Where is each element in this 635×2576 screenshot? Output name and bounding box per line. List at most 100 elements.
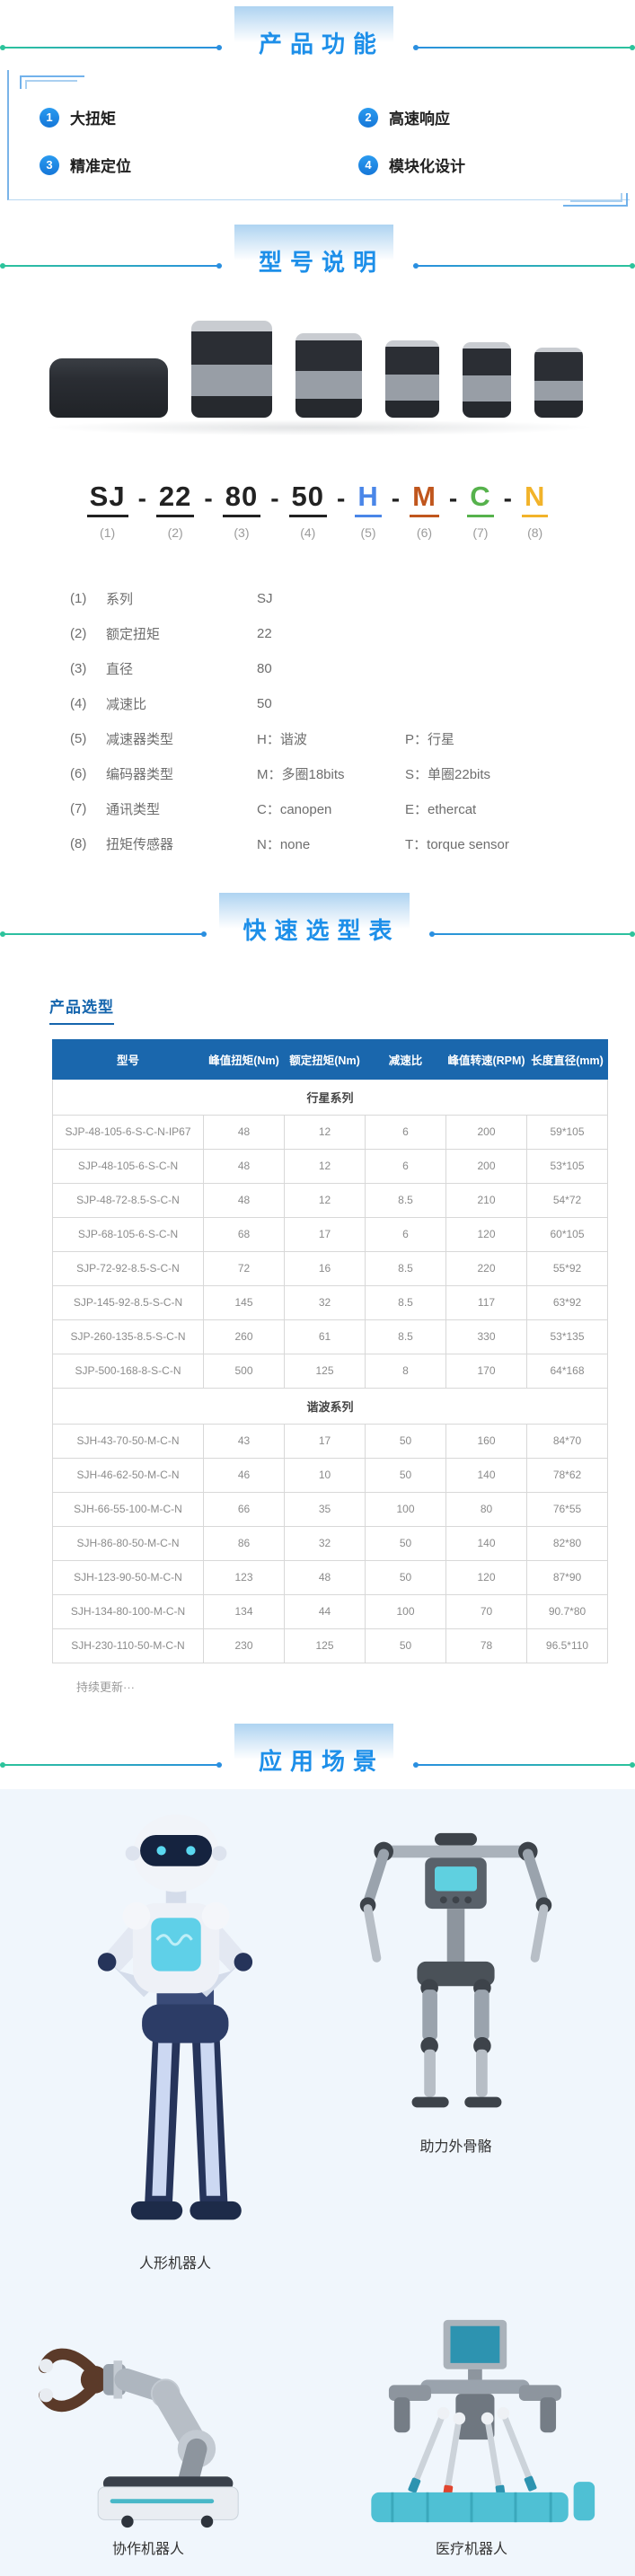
- spec-name: 减速比: [106, 696, 147, 712]
- cell-length-diameter: 53*135: [526, 1319, 608, 1354]
- spec-name: 减速器类型: [106, 731, 174, 747]
- app-label-humanoid: 人形机器人: [138, 2255, 211, 2272]
- model-code-part: - N (8): [494, 481, 549, 540]
- cell-rated-torque: 125: [284, 1628, 366, 1663]
- model-code-part: - C (7): [439, 481, 494, 540]
- table-row: SJP-48-105-6-S-C-N-IP67 48 12 6 200 59*1…: [52, 1114, 608, 1150]
- column-header: 型号: [52, 1038, 204, 1080]
- collaborative-robot-illustration: [22, 2317, 274, 2529]
- selection-tab-product[interactable]: 产品选型: [49, 994, 114, 1025]
- section-header-selection: 快速选型表: [0, 892, 635, 948]
- cell-length-diameter: 60*105: [526, 1216, 608, 1252]
- cell-ratio: 50: [365, 1525, 446, 1561]
- header-line-right: [428, 931, 635, 937]
- spec-name: 额定扭矩: [106, 626, 161, 642]
- cell-peak-speed: 70: [445, 1593, 527, 1629]
- model-code-letter: M: [410, 481, 439, 517]
- cell-rated-torque: 32: [284, 1525, 366, 1561]
- cell-length-diameter: 87*90: [526, 1559, 608, 1595]
- model-code-letter-wrap: N (8): [521, 481, 549, 540]
- cell-model: SJP-260-135-8.5-S-C-N: [52, 1319, 204, 1354]
- column-header: 长度直径(mm): [526, 1038, 608, 1080]
- model-code-letter: C: [467, 481, 494, 517]
- cell-ratio: 50: [365, 1628, 446, 1663]
- spec-name: 直径: [106, 661, 134, 677]
- feature-item: 4 模块化设计: [358, 154, 630, 176]
- cell-ratio: 50: [365, 1423, 446, 1459]
- model-code-letter: 50: [288, 481, 328, 517]
- spec-value-1: C：canopen: [257, 801, 332, 817]
- cell-rated-torque: 35: [284, 1491, 366, 1527]
- app-label-exoskeleton: 助力外骨骼: [419, 2139, 492, 2155]
- model-code-part: - 80 (3): [194, 481, 261, 540]
- cell-peak-torque: 48: [203, 1182, 285, 1218]
- cell-peak-torque: 145: [203, 1284, 285, 1320]
- cell-peak-torque: 48: [203, 1114, 285, 1150]
- cell-peak-torque: 230: [203, 1628, 285, 1663]
- model-code-letter: N: [521, 481, 549, 517]
- cell-model: SJH-43-70-50-M-C-N: [52, 1423, 204, 1459]
- model-code-part: SJ (1): [86, 481, 128, 540]
- model-code-letter-wrap: SJ (1): [86, 481, 128, 540]
- model-code-part: - 50 (4): [260, 481, 328, 540]
- cell-rated-torque: 17: [284, 1216, 366, 1252]
- cell-model: SJP-48-72-8.5-S-C-N: [52, 1182, 204, 1218]
- cell-length-diameter: 84*70: [526, 1423, 608, 1459]
- cell-rated-torque: 32: [284, 1284, 366, 1320]
- model-code-dash: -: [448, 484, 458, 512]
- table-row: SJP-72-92-8.5-S-C-N 72 16 8.5 220 55*92: [52, 1250, 608, 1286]
- model-code-letter-wrap: 80 (3): [222, 481, 261, 540]
- cell-rated-torque: 48: [284, 1559, 366, 1595]
- selection-table: 型号 峰值扭矩(Nm) 额定扭矩(Nm) 减速比 峰值转速(RPM) 长度直径(mm) 行…: [52, 1038, 608, 1663]
- model-spec-row: (2) 额定扭矩 22: [0, 616, 635, 651]
- model-spec-row: (6) 编码器类型 M：多圈18bits S：单圈22bits: [0, 756, 635, 791]
- model-code-index: (3): [234, 525, 250, 540]
- cell-ratio: 6: [365, 1114, 446, 1150]
- actuator-product-image-3: [295, 333, 362, 418]
- section-header-features: 产品功能: [0, 6, 635, 61]
- cell-ratio: 8.5: [365, 1284, 446, 1320]
- model-code-dash: -: [204, 484, 213, 512]
- harmonic-rows: SJH-43-70-50-M-C-N 43 17 50 160 84*70 SJ…: [52, 1423, 608, 1663]
- cell-peak-speed: 170: [445, 1353, 527, 1389]
- cell-model: SJP-500-168-8-S-C-N: [52, 1353, 204, 1389]
- cell-peak-speed: 120: [445, 1559, 527, 1595]
- applications-section: 人形机器人: [0, 1788, 635, 2576]
- spec-name: 编码器类型: [106, 766, 174, 782]
- selection-tab-wrap: 产品选型: [49, 994, 635, 1025]
- model-spec-list: (1) 系列 SJ (2) 额定扭矩 22 (3) 直径 80 (4): [0, 581, 635, 861]
- cell-peak-speed: 220: [445, 1250, 527, 1286]
- table-row: SJP-500-168-8-S-C-N 500 125 8 170 64*168: [52, 1353, 608, 1389]
- model-code-letter-wrap: H (5): [355, 481, 382, 540]
- cell-peak-speed: 117: [445, 1284, 527, 1320]
- feature-item: 2 高速响应: [358, 106, 630, 128]
- model-spec-row: (3) 直径 80: [0, 651, 635, 686]
- section-title-features: 产品功能: [234, 6, 394, 59]
- features-grid: 1 大扭矩 2 高速响应 3 精准定位 4 模块化设计: [9, 70, 630, 176]
- table-row: SJH-123-90-50-M-C-N 123 48 50 120 87*90: [52, 1559, 608, 1595]
- actuator-product-image-2: [191, 321, 272, 418]
- cell-length-diameter: 96.5*110: [526, 1628, 608, 1663]
- cell-peak-speed: 160: [445, 1423, 527, 1459]
- cell-model: SJH-46-62-50-M-C-N: [52, 1457, 204, 1493]
- app-label-medical: 医疗机器人: [435, 2541, 507, 2557]
- cell-ratio: 8.5: [365, 1319, 446, 1354]
- medical-robot-illustration: [337, 2315, 606, 2530]
- cell-peak-torque: 46: [203, 1457, 285, 1493]
- cell-model: SJH-66-55-100-M-C-N: [52, 1491, 204, 1527]
- model-code-index: (6): [416, 525, 433, 540]
- cell-peak-speed: 78: [445, 1628, 527, 1663]
- spec-value-2: T：torque sensor: [405, 836, 509, 852]
- cell-model: SJP-48-105-6-S-C-N: [52, 1148, 204, 1184]
- cell-rated-torque: 12: [284, 1114, 366, 1150]
- table-row: SJH-230-110-50-M-C-N 230 125 50 78 96.5*…: [52, 1628, 608, 1663]
- corner-decoration-bottom-right: [563, 193, 628, 207]
- cell-model: SJH-123-90-50-M-C-N: [52, 1559, 204, 1595]
- model-code-index: (2): [167, 525, 183, 540]
- header-line-left: [0, 931, 207, 937]
- cell-peak-speed: 140: [445, 1457, 527, 1493]
- table-row: SJH-43-70-50-M-C-N 43 17 50 160 84*70: [52, 1423, 608, 1459]
- cell-length-diameter: 78*62: [526, 1457, 608, 1493]
- model-code-dash: -: [391, 484, 401, 512]
